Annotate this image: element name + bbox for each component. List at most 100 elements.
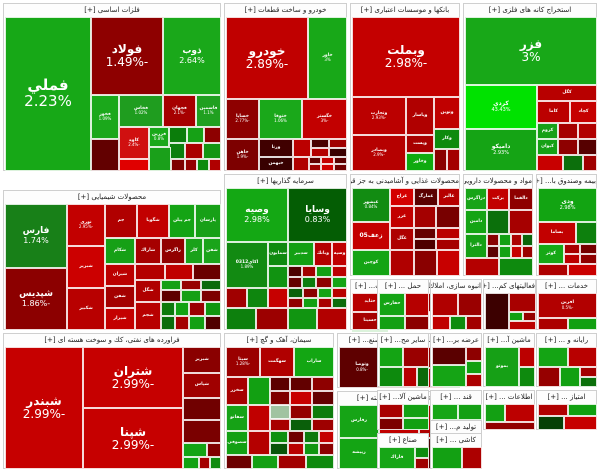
treemap-tile[interactable] [509,320,536,330]
treemap-tile[interactable] [199,456,210,469]
treemap-tile[interactable] [538,416,564,430]
treemap-tile[interactable] [329,148,347,157]
sector-header[interactable]: بیمه وصندوق با... [+] [537,175,596,188]
treemap-tile[interactable]: وپست [406,135,434,153]
treemap-tile[interactable] [417,367,429,387]
sector-header[interactable]: سرمایه گذاریها [+] [225,175,346,188]
treemap-tile[interactable] [432,365,466,387]
sector-header[interactable]: ماشین آلا... [+] [378,391,428,404]
sector-group[interactable]: رایانه و ... [+] [536,333,597,387]
treemap-tile[interactable]: جم [105,204,137,238]
treemap-tile[interactable]: كچاد [570,101,597,123]
treemap-tile[interactable] [405,315,429,330]
treemap-tile[interactable] [309,164,321,171]
treemap-tile[interactable]: خگستر -3% [302,99,347,139]
treemap-tile[interactable] [564,244,580,254]
treemap-tile[interactable]: زاگرس [161,238,185,264]
sector-group[interactable]: فراورده های نفتی، كك و سوخت هسته ای [+] ش… [3,333,221,469]
treemap-tile[interactable]: ذوب 2.64% [163,17,221,95]
treemap-tile[interactable] [288,443,304,455]
treemap-tile[interactable] [458,404,482,420]
treemap-tile[interactable] [432,404,458,420]
treemap-tile[interactable] [189,302,205,316]
treemap-tile[interactable] [379,347,403,367]
treemap-tile[interactable]: شيراز [105,308,135,330]
treemap-tile[interactable] [578,139,597,155]
treemap-tile[interactable] [169,143,185,159]
sector-group[interactable]: سیمان، آهک و گچ [+] سیتا -1.28% سهگمت ساراب س… [224,333,334,469]
treemap-tile[interactable] [311,148,329,157]
treemap-tile[interactable] [414,250,437,276]
sector-group[interactable]: محصولات شیمیایی [+] فارس 1.74% شپدیس -1.86% ن… [3,190,221,330]
treemap-tile[interactable]: پارسان [195,204,221,238]
treemap-tile[interactable]: وبانك [314,242,332,266]
treemap-tile[interactable]: شكام [105,238,135,264]
treemap-tile[interactable] [303,288,318,298]
sector-header[interactable]: انبوه سازی، املاك و م [+] [431,280,481,293]
treemap-tile[interactable]: شفن [105,286,135,308]
treemap-tile[interactable] [414,239,436,250]
treemap-tile[interactable] [270,443,288,455]
sector-header[interactable]: سایر مح... [+] [378,334,428,347]
treemap-tile[interactable] [248,377,270,405]
treemap-tile[interactable] [204,127,221,143]
treemap-tile[interactable] [432,347,466,365]
sector-header[interactable]: حمل ... [+] [378,280,428,293]
sector-header[interactable]: استخراج كانه های فلزی [+] [464,4,596,17]
sector-group[interactable]: امتیاز ... [+] [536,390,597,430]
treemap-tile[interactable] [187,127,204,143]
treemap-tile[interactable] [568,404,597,416]
sector-group[interactable]: سایر مح... [+] [377,333,429,387]
treemap-tile[interactable] [268,266,288,288]
sector-group[interactable]: بیمه وصندوق با... [+] ودی 2.98% بساما كوثر [536,174,597,276]
treemap-tile[interactable] [436,228,460,239]
treemap-tile[interactable] [226,455,252,469]
treemap-tile[interactable] [183,397,221,421]
treemap-tile[interactable] [538,367,560,387]
treemap-tile[interactable] [183,456,199,469]
treemap-tile[interactable]: وبملت -2.98% [352,17,460,97]
treemap-tile[interactable] [171,159,185,171]
treemap-tile[interactable] [563,155,583,171]
treemap-tile[interactable] [523,311,536,321]
treemap-tile[interactable] [288,308,317,330]
treemap-tile[interactable] [309,157,321,164]
sector-header[interactable]: صناع [+] [378,434,428,447]
treemap-tile[interactable]: دالترا [465,234,487,258]
treemap-tile[interactable] [270,405,290,419]
treemap-tile[interactable]: غمارگ [414,188,438,206]
treemap-tile[interactable] [181,290,201,302]
sector-group[interactable]: حمل ... [+] حفارس [377,279,429,330]
treemap-tile[interactable] [193,264,221,280]
treemap-tile[interactable] [247,288,268,308]
treemap-tile[interactable] [302,277,316,288]
treemap-tile[interactable]: ورنا [259,139,293,157]
treemap-tile[interactable]: سمایون [268,242,288,266]
treemap-tile[interactable]: اکای0312 1.89% [226,242,268,288]
treemap-tile[interactable] [303,298,318,308]
treemap-tile[interactable] [522,234,533,246]
treemap-tile[interactable] [432,293,458,316]
treemap-tile[interactable]: فزر 3% [465,17,597,85]
sector-header[interactable]: اطلاعات ... [+] [484,391,534,404]
treemap-tile[interactable]: شاراك [135,238,161,264]
treemap-tile[interactable]: فجهان -2.1% [163,95,196,127]
treemap-tile[interactable]: خودرو -2.89% [226,17,308,99]
treemap-tile[interactable] [181,280,201,290]
treemap-tile[interactable] [580,367,597,377]
treemap-tile[interactable] [161,316,175,330]
treemap-tile[interactable] [379,418,403,430]
treemap-tile[interactable]: كاما [537,101,570,123]
treemap-tile[interactable] [175,316,189,330]
treemap-tile[interactable] [568,347,597,367]
treemap-tile[interactable] [466,315,482,330]
treemap-tile[interactable] [436,239,460,250]
sector-header[interactable]: فلزات اساسی [+] [4,4,220,17]
treemap-tile[interactable]: غگل [390,228,414,250]
treemap-tile[interactable] [509,210,533,234]
treemap-tile[interactable] [290,391,312,405]
treemap-tile[interactable] [487,234,499,246]
treemap-tile[interactable]: سخزر [226,377,248,405]
treemap-tile[interactable] [505,404,535,422]
treemap-tile[interactable]: فارس 1.74% [5,204,67,268]
